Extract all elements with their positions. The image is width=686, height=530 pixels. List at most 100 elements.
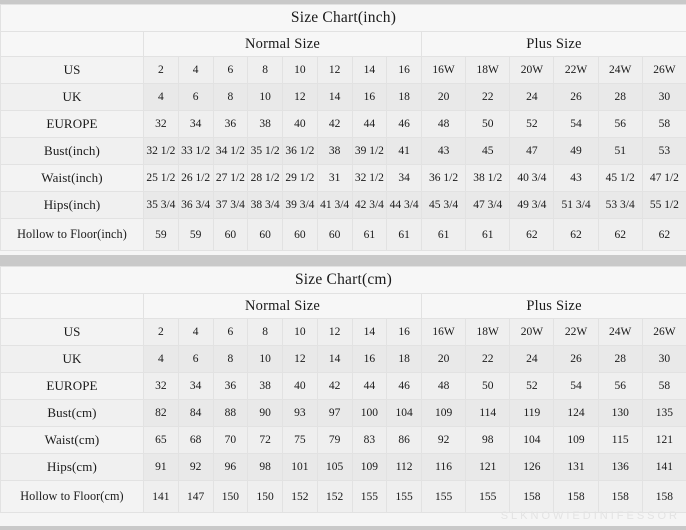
table-cell: 56 [597,372,643,400]
table-cell: 18W [465,56,511,84]
size-chart-cm-container: Size Chart(cm) Normal Size Plus Size US 2 4 6 8… [0,266,686,526]
table-cell: 16 [386,318,422,346]
table-cell: 49 3/4 [509,191,555,219]
table-cell: 14 [316,83,353,111]
table-cell: 34 [177,110,214,138]
table-cell: 37 3/4 [212,191,249,219]
table-cell: 26W [641,318,686,346]
table-cell: 92 [420,426,467,454]
table-cell: 38 [247,372,283,400]
chart-title: Size Chart(cm) [0,266,686,294]
table-cell: 70 [212,426,249,454]
table-cell: 10 [282,318,318,346]
table-cell: 34 1/2 [212,137,249,165]
table-cell: 88 [212,399,249,427]
table-cell: 44 3/4 [386,191,422,219]
table-cell: 42 [316,372,353,400]
row-label: Bust(inch) [0,137,144,165]
table-cell: 44 [351,110,388,138]
table-cell: 42 [316,110,353,138]
table-cell: 93 [282,399,318,427]
table-cell: 56 [597,110,643,138]
row-label: US [0,318,144,346]
table-cell: 29 1/2 [282,164,318,192]
table-cell: 8 [247,318,283,346]
table-cell: 40 [282,110,318,138]
table-row: Bust(cm) 82 84 88 90 93 97 100 104 109 114 119 124 13… [0,399,686,427]
table-cell: 155 [420,480,467,513]
table-cell: 4 [143,83,179,111]
row-label: Bust(cm) [0,399,144,427]
table-cell: 24 [509,345,555,373]
table-cell: 158 [597,480,643,513]
table-cell: 55 1/2 [641,191,686,219]
table-cell: 72 [247,426,283,454]
table-cell: 26 [553,345,599,373]
table-cell: 4 [177,56,214,84]
row-label: US [0,56,144,84]
table-cell: 60 [282,218,318,251]
table-cell: 26 1/2 [177,164,214,192]
group-header-row: Normal Size Plus Size [0,293,686,319]
table-row: Hips(cm) 91 92 96 98 101 105 109 112 116 121 126 131… [0,453,686,481]
table-cell: 104 [386,399,422,427]
size-chart-inch-container: Size Chart(inch) Normal Size Plus Size US 2 4… [0,4,686,255]
table-cell: 141 [143,480,179,513]
table-cell: 109 [420,399,467,427]
table-cell: 119 [509,399,555,427]
table-cell: 65 [143,426,179,454]
table-cell: 16 [351,345,388,373]
table-cell: 14 [316,345,353,373]
table-cell: 12 [316,318,353,346]
table-row: EUROPE 32 34 36 38 40 42 44 46 48 50 52 54 56 58 [0,372,686,400]
table-cell: 105 [316,453,353,481]
table-cell: 20W [509,318,555,346]
row-label: EUROPE [0,372,144,400]
table-cell: 158 [641,480,686,513]
table-cell: 24W [597,318,643,346]
table-cell: 82 [143,399,179,427]
table-cell: 152 [316,480,353,513]
table-cell: 141 [641,453,686,481]
table-cell: 34 [386,164,422,192]
table-cell: 49 [553,137,599,165]
table-cell: 58 [641,110,686,138]
table-cell: 18 [386,83,422,111]
table-cell: 155 [351,480,388,513]
size-chart-table-cm: Size Chart(cm) Normal Size Plus Size US 2 4 6 8… [0,266,686,513]
table-cell: 150 [212,480,249,513]
table-cell: 92 [177,453,214,481]
table-cell: 36 1/2 [420,164,467,192]
table-cell: 8 [212,345,249,373]
table-cell: 39 3/4 [282,191,318,219]
table-cell: 96 [212,453,249,481]
table-cell: 126 [509,453,555,481]
table-cell: 41 [386,137,422,165]
table-cell: 16W [420,56,467,84]
table-cell: 18 [386,345,422,373]
table-cell: 90 [247,399,283,427]
group-header-corner-blank [0,293,144,319]
table-cell: 62 [641,218,686,251]
table-cell: 47 3/4 [465,191,511,219]
table-cell: 75 [282,426,318,454]
table-cell: 109 [351,453,388,481]
row-label: EUROPE [0,110,144,138]
table-cell: 115 [597,426,643,454]
table-cell: 52 [509,110,555,138]
table-cell: 48 [420,110,467,138]
table-cell: 34 [177,372,214,400]
table-cell: 12 [316,56,353,84]
table-cell: 36 [212,110,249,138]
table-cell: 62 [597,218,643,251]
table-cell: 158 [553,480,599,513]
table-cell: 121 [465,453,511,481]
table-cell: 136 [597,453,643,481]
table-cell: 14 [351,56,388,84]
table-cell: 6 [212,318,249,346]
table-cell: 16 [351,83,388,111]
table-cell: 31 [316,164,353,192]
table-cell: 32 [143,110,179,138]
table-row: US 2 4 6 8 10 12 14 16 16W 18W 20W 22W 24W 26W [0,318,686,346]
group-header-row: Normal Size Plus Size [0,31,686,57]
